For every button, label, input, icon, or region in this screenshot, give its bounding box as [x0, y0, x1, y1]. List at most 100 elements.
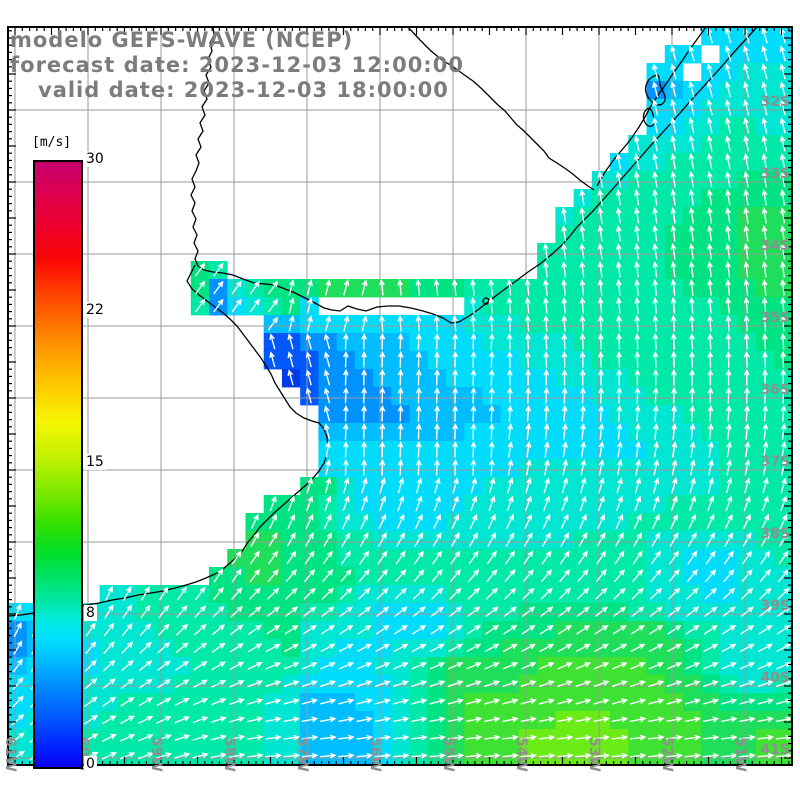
wave-arrow [596, 532, 606, 547]
wave-arrow [361, 332, 368, 350]
wave-arrow [725, 135, 731, 152]
wave-arrow [301, 734, 319, 741]
wave-arrow [779, 513, 788, 530]
wave-arrow [595, 569, 607, 583]
wave-arrow [522, 569, 534, 583]
wave-arrow [338, 698, 355, 705]
wave-arrow [507, 404, 513, 422]
wave-arrow [301, 752, 319, 759]
wave-arrow [283, 734, 301, 741]
wave-arrow [688, 171, 695, 188]
wave-arrow [230, 605, 244, 618]
wave-arrow [725, 404, 732, 422]
wave-arrow [652, 278, 659, 296]
coastline-path [596, 27, 707, 187]
wave-arrow [192, 698, 209, 706]
wave-arrow [470, 350, 477, 368]
wave-arrow [360, 513, 368, 530]
wave-arrow [304, 550, 315, 565]
wave-arrow [612, 662, 628, 670]
wave-arrow [157, 642, 171, 654]
wave-arrow [156, 716, 172, 724]
wave-arrow [776, 606, 791, 618]
wave-arrow [725, 225, 731, 242]
wave-arrow [283, 698, 300, 705]
wave-arrow [247, 734, 264, 741]
wave-arrow [520, 752, 538, 759]
wave-arrow [542, 513, 551, 530]
wave-arrow [634, 261, 640, 278]
wave-arrow [653, 441, 660, 458]
wave-arrow [761, 314, 768, 332]
wave-arrow [305, 369, 312, 386]
wave-arrow [267, 550, 279, 565]
wave-arrow [597, 171, 604, 188]
wave-arrow [120, 715, 135, 725]
wave-arrow [302, 606, 317, 618]
wave-arrow [762, 422, 769, 440]
wave-arrow [596, 550, 607, 565]
wave-arrow [465, 716, 483, 723]
wave-arrow [359, 550, 370, 565]
wave-arrow [286, 550, 297, 565]
wave-arrow [211, 680, 227, 688]
wave-arrow [579, 350, 586, 368]
wave-arrow [488, 368, 495, 386]
wave-arrow [434, 386, 440, 404]
wave-arrow [776, 625, 791, 635]
wave-arrow [593, 680, 610, 688]
lat-label: 37S [760, 454, 790, 470]
wave-arrow [688, 99, 695, 116]
wave-arrow [434, 350, 440, 368]
wave-arrow [484, 643, 500, 653]
wave-arrow [325, 279, 332, 296]
wave-arrow [670, 81, 677, 98]
wave-arrow [283, 662, 300, 670]
wave-arrow [652, 81, 659, 98]
wave-arrow [706, 171, 713, 188]
wave-arrow [247, 698, 264, 705]
wave-arrow [267, 316, 279, 331]
wave-arrow [725, 99, 732, 116]
wave-arrow [743, 495, 751, 512]
wave-arrow [779, 99, 786, 116]
model-title: modelo GEFS-WAVE (NCEP) [10, 28, 354, 52]
wave-arrow [487, 532, 497, 547]
wave-arrow [575, 716, 592, 723]
wave-arrow [648, 734, 665, 741]
wave-arrow [13, 621, 22, 638]
wave-arrow [761, 152, 768, 170]
wave-arrow [287, 513, 295, 530]
wave-arrow [629, 752, 647, 759]
wave-arrow [726, 441, 732, 458]
wave-arrow [452, 477, 459, 494]
wave-arrow [744, 459, 751, 476]
wave-arrow [448, 606, 463, 618]
wave-arrow [361, 477, 368, 494]
wave-arrow [342, 440, 349, 458]
wave-arrow [561, 495, 569, 512]
wave-arrow [543, 404, 550, 422]
wave-arrow [615, 153, 622, 170]
wave-arrow [689, 404, 696, 422]
wave-arrow [393, 698, 410, 705]
wave-arrow [396, 513, 405, 530]
wave-arrow [615, 513, 624, 530]
wave-arrow [597, 350, 604, 368]
wave-arrow [374, 716, 392, 723]
wave-arrow [394, 606, 408, 618]
wave-arrow [505, 532, 515, 547]
wave-arrow [670, 495, 678, 512]
wave-arrow [743, 296, 750, 314]
wave-arrow [688, 81, 695, 98]
wave-arrow [465, 698, 483, 705]
lat-label: 36S [760, 382, 790, 398]
wave-arrow [648, 643, 664, 653]
wave-arrow [415, 404, 422, 422]
wave-arrow [593, 662, 610, 670]
wave-arrow [666, 734, 683, 741]
wave-arrow [268, 532, 278, 547]
wave-arrow [612, 606, 627, 618]
wave-arrow [597, 296, 604, 314]
